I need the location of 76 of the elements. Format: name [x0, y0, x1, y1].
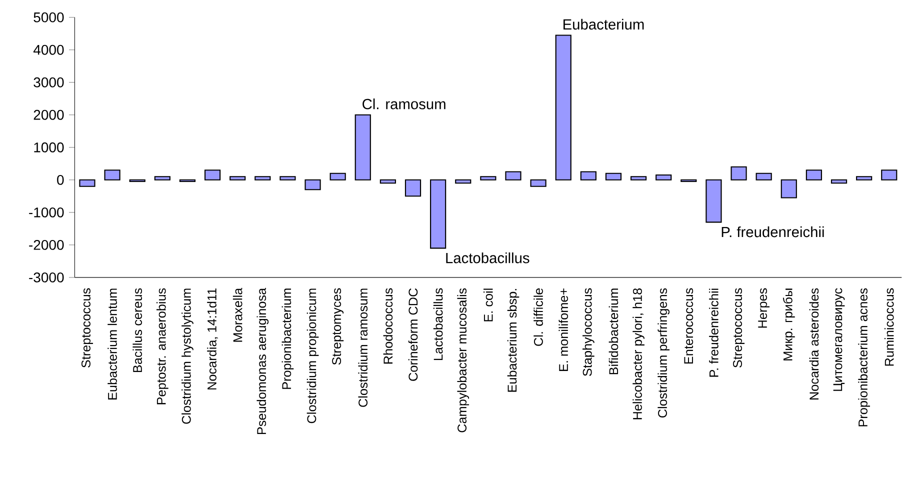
bar: [330, 172, 346, 180]
x-tick-label: Clostridium perfringens: [658, 288, 670, 418]
y-tick-label: 4000: [33, 44, 64, 55]
bar: [656, 174, 672, 180]
x-tick-label: Nocardia, 14:1d11: [207, 288, 218, 390]
bar: [580, 171, 596, 180]
x-tick-label: Eubacterium lentum: [108, 288, 117, 400]
x-tick-label: Nocardia asteroides: [809, 288, 819, 400]
bar: [856, 176, 872, 180]
bar: [505, 171, 522, 180]
x-tick-label: Микр. грибы: [782, 288, 795, 360]
x-tick-label: Streptomyces: [332, 288, 344, 365]
bar: [304, 179, 321, 190]
x-tick-label: E. monilifome+: [558, 288, 568, 371]
bar: [730, 166, 747, 180]
bar: [154, 176, 170, 180]
x-tick-label: Streptococcus: [733, 288, 745, 368]
bar: [354, 114, 371, 180]
bar: [630, 176, 647, 180]
x-tick-label: P. freudenreichii: [709, 288, 718, 377]
bar: [404, 179, 422, 197]
x-tick-label: Propionibacterium: [282, 288, 294, 389]
x-tick-label: Streptococcus: [81, 288, 93, 368]
bar: [204, 170, 221, 180]
bar: [605, 172, 622, 180]
annotation: Cl. ramosum: [362, 98, 446, 110]
x-tick-label: Pseudomonas aeruginosa: [256, 288, 269, 434]
annotation: Eubacterium: [564, 18, 644, 30]
x-tick-label: Campylobacter mucosalis: [457, 288, 470, 432]
x-tick-label: Clostridium hystolyticum: [182, 288, 194, 424]
annotation: P. freudenreichii: [722, 226, 824, 238]
bar: [280, 176, 296, 180]
bar: [254, 176, 271, 180]
x-tick-label: Enterococcus: [684, 288, 694, 364]
x-tick-label: Clostridium propionicum: [306, 288, 319, 424]
x-tick-label: Rhodococcus: [383, 288, 393, 364]
x-tick-label: E. coil: [484, 288, 493, 322]
y-tick-label: -1000: [29, 207, 64, 218]
bar: [455, 179, 472, 184]
bar: [830, 179, 848, 184]
x-tick-label: Clostridium ramosum: [358, 288, 368, 407]
x-tick-label: Lactobacillus: [433, 288, 443, 360]
x-tick-label: Herpes: [758, 288, 770, 328]
x-tick-label: Corineform CDC: [408, 288, 418, 381]
y-tick-label: 0: [57, 174, 64, 185]
bar: [780, 179, 797, 198]
x-tick-label: Bifidobacterium: [608, 288, 618, 374]
bar: [230, 176, 246, 180]
x-tick-label: Цитомегаловирус: [833, 288, 845, 391]
bar: [555, 34, 572, 180]
y-tick-label: 5000: [34, 12, 64, 22]
x-tick-label: Ruminicoccus: [884, 288, 894, 366]
y-tick-label: 3000: [34, 77, 64, 88]
bar: [480, 176, 496, 180]
y-tick-label: 2000: [34, 110, 64, 120]
bar: [756, 172, 772, 180]
y-tick-label: 1000: [34, 142, 64, 152]
x-tick-label: Staphylococcus: [582, 288, 594, 376]
bar: [79, 179, 96, 187]
x-tick-label: Eubacterium sbsp.: [507, 288, 520, 392]
x-tick-label: Cl. difficile: [534, 288, 543, 346]
x-tick-label: Helicobacter pylori, h18: [632, 288, 644, 420]
y-tick-label: -3000: [29, 272, 64, 282]
bar: [104, 170, 120, 180]
y-tick-label: -2000: [29, 240, 64, 250]
annotation: Lactobacillus: [446, 252, 530, 264]
bar: [380, 179, 396, 184]
x-tick-label: Propionibacterium acnes: [858, 288, 870, 426]
bar: [430, 179, 446, 249]
x-tick-label: Bacillus cereus: [132, 288, 142, 372]
x-tick-label: Peptostr. anaerobius: [156, 288, 168, 404]
bar: [881, 170, 898, 180]
bar: [806, 170, 822, 180]
x-tick-label: Moraxella: [232, 288, 242, 342]
bar: [706, 179, 722, 223]
bar: [530, 179, 546, 187]
